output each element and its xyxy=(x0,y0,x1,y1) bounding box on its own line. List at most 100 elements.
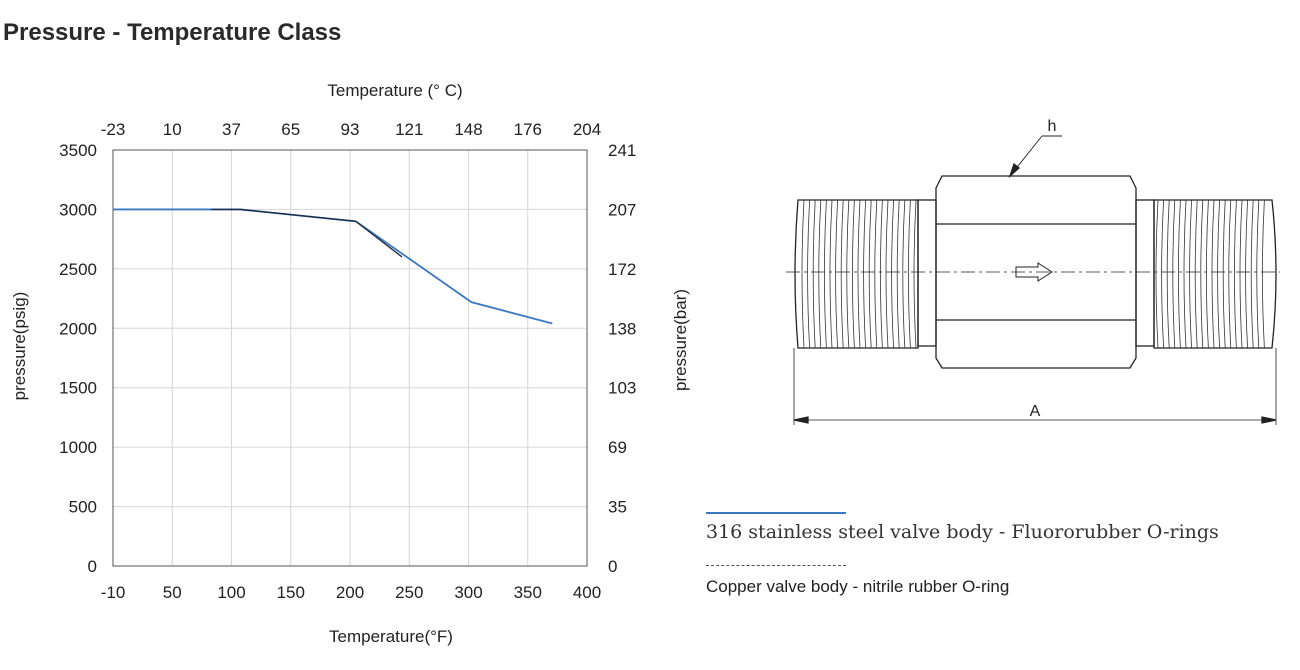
thread-line xyxy=(1228,199,1232,349)
x-tick-label: 250 xyxy=(395,583,423,602)
x-tick-label: 300 xyxy=(454,583,482,602)
thread-line xyxy=(1200,199,1204,349)
y-tick-label: 1000 xyxy=(59,438,97,457)
y2-tick-label: 138 xyxy=(608,319,636,338)
thread-line xyxy=(874,199,878,349)
leader-arrow-icon xyxy=(1008,162,1021,179)
thread-line xyxy=(1206,199,1209,349)
thread-line xyxy=(818,199,822,349)
thread-line xyxy=(880,199,883,349)
plot-area-frame xyxy=(112,149,588,567)
y2-tick-label: 207 xyxy=(608,200,636,219)
thread-line xyxy=(896,199,900,349)
thread-line xyxy=(801,199,805,349)
thread-line xyxy=(913,199,917,349)
y2-tick-label: 35 xyxy=(608,498,627,517)
x2-tick-label: 121 xyxy=(395,120,423,139)
pressure-temperature-chart: -10-235010100371506520093250121300148350… xyxy=(10,81,690,646)
right-neck xyxy=(1135,199,1155,347)
y2-tick-label: 69 xyxy=(608,438,627,457)
x2-tick-label: 37 xyxy=(222,120,241,139)
thread-line xyxy=(1172,199,1176,349)
y-tick-label: 2000 xyxy=(59,319,97,338)
thread-line xyxy=(1211,199,1215,349)
union-fitting-diagram: h A xyxy=(786,118,1280,425)
thread-line xyxy=(1234,199,1237,349)
thread-line xyxy=(1256,199,1260,349)
left-threaded-end xyxy=(794,199,919,349)
y2-axis-label: pressure(bar) xyxy=(671,289,690,391)
x2-tick-label: 10 xyxy=(163,120,182,139)
y2-tick-label: 0 xyxy=(608,557,617,576)
thread-line xyxy=(1155,199,1159,349)
x2-tick-label: 93 xyxy=(341,120,360,139)
x2-tick-label: 65 xyxy=(281,120,300,139)
legend-swatch-copper xyxy=(706,565,846,566)
length-dimension-label: A xyxy=(1030,403,1041,420)
x-tick-label: 150 xyxy=(277,583,305,602)
thread-line xyxy=(1262,199,1265,349)
thread-line xyxy=(1245,199,1248,349)
hex-body xyxy=(935,175,1137,369)
y2-tick-label: 103 xyxy=(608,379,636,398)
thread-line xyxy=(1178,199,1181,349)
chart-series xyxy=(113,208,553,325)
x-tick-label: 200 xyxy=(336,583,364,602)
thread-line xyxy=(891,199,894,349)
y-tick-label: 3500 xyxy=(59,141,97,160)
dim-arrow-left-icon xyxy=(793,416,809,424)
x-tick-label: 50 xyxy=(163,583,182,602)
page-title: Pressure - Temperature Class xyxy=(3,19,342,46)
flow-arrow-icon xyxy=(1015,262,1053,282)
y-tick-label: 1500 xyxy=(59,379,97,398)
x-tick-label: 100 xyxy=(217,583,245,602)
x2-tick-label: 148 xyxy=(454,120,482,139)
y2-tick-label: 241 xyxy=(608,141,636,160)
y-tick-label: 500 xyxy=(69,498,97,517)
thread-line xyxy=(1183,199,1187,349)
x2-axis-label: Temperature (° C) xyxy=(327,81,462,100)
x2-tick-label: 204 xyxy=(573,120,601,139)
thread-line xyxy=(1161,199,1164,349)
thread-line xyxy=(1166,199,1170,349)
thread-line xyxy=(812,199,816,349)
right-threaded-end xyxy=(1153,199,1277,349)
thread-line xyxy=(868,199,872,349)
x2-tick-label: 176 xyxy=(514,120,542,139)
x-tick-label: 400 xyxy=(573,583,601,602)
right-thread-lines xyxy=(1155,199,1265,349)
thread-line xyxy=(1239,199,1243,349)
legend-item-steel: 316 stainless steel valve body - Fluoror… xyxy=(706,521,1219,543)
y-tick-label: 0 xyxy=(88,557,97,576)
thread-line xyxy=(863,199,866,349)
x-axis-label: Temperature(°F) xyxy=(329,627,453,646)
y-tick-label: 3000 xyxy=(59,200,97,219)
series-line-copper xyxy=(211,208,403,258)
left-thread-lines xyxy=(801,199,917,349)
x2-tick-label: -23 xyxy=(101,120,126,139)
chart-grid xyxy=(113,150,587,566)
y-axis-label: pressure(psig) xyxy=(10,292,29,401)
thread-line xyxy=(1222,199,1226,349)
left-neck xyxy=(917,199,937,347)
thread-line xyxy=(829,199,833,349)
legend-swatch-steel xyxy=(706,512,846,514)
x-tick-label: -10 xyxy=(101,583,126,602)
thread-line xyxy=(852,199,855,349)
dim-arrow-right-icon xyxy=(1261,416,1277,424)
thread-line xyxy=(1189,199,1192,349)
thread-line xyxy=(846,199,850,349)
chart-ticks: -10-235010100371506520093250121300148350… xyxy=(59,120,636,602)
hex-dimension-label: h xyxy=(1048,118,1057,135)
thread-line xyxy=(902,199,906,349)
x-tick-label: 350 xyxy=(514,583,542,602)
thread-line xyxy=(824,199,827,349)
thread-line xyxy=(835,199,838,349)
thread-line xyxy=(807,199,810,349)
thread-line xyxy=(1250,199,1254,349)
thread-line xyxy=(885,199,889,349)
y-tick-label: 2500 xyxy=(59,260,97,279)
thread-line xyxy=(840,199,844,349)
thread-line xyxy=(908,199,911,349)
thread-line xyxy=(857,199,861,349)
